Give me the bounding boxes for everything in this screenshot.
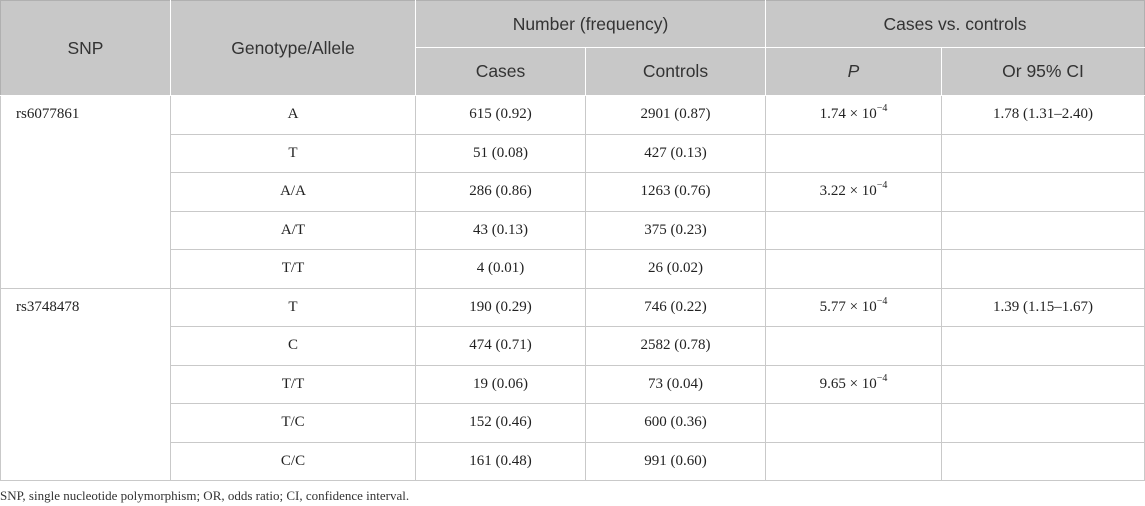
- controls-cell: 991 (0.60): [585, 441, 766, 481]
- p-value-cell: [765, 403, 942, 443]
- p-value-cell: [765, 210, 942, 250]
- genotype-cell: A: [170, 95, 416, 135]
- header-genotype-allele: Genotype/Allele: [170, 0, 416, 96]
- odds-ratio-cell: 1.78 (1.31–2.40): [941, 95, 1145, 135]
- cases-cell: 161 (0.48): [415, 441, 586, 481]
- table-row: A/T 43 (0.13) 375 (0.23): [1, 210, 1145, 250]
- controls-cell: 2901 (0.87): [585, 95, 766, 135]
- p-value-cell: 3.22 × 10−4: [765, 172, 942, 212]
- controls-cell: 2582 (0.78): [585, 326, 766, 366]
- genotype-cell: A/A: [170, 172, 416, 212]
- header-odds-ratio-ci: Or 95% CI: [941, 47, 1145, 96]
- header-snp: SNP: [0, 0, 171, 96]
- cases-cell: 19 (0.06): [415, 364, 586, 404]
- p-value-mantissa: 9.65 × 10: [819, 375, 877, 392]
- table-row: T/C 152 (0.46) 600 (0.36): [1, 403, 1145, 443]
- p-value-exponent: −4: [876, 372, 888, 384]
- cases-cell: 615 (0.92): [415, 95, 586, 135]
- p-value-mantissa: 1.74 × 10: [819, 106, 877, 123]
- header-p-label: P: [847, 61, 860, 81]
- p-value-cell: 1.74 × 10−4: [765, 95, 942, 135]
- genotype-cell: T: [170, 133, 416, 173]
- controls-cell: 375 (0.23): [585, 210, 766, 250]
- header-p-value: P: [765, 47, 942, 96]
- controls-cell: 26 (0.02): [585, 249, 766, 289]
- cases-cell: 190 (0.29): [415, 287, 586, 327]
- controls-cell: 73 (0.04): [585, 364, 766, 404]
- odds-ratio-cell: [941, 249, 1145, 289]
- genotype-cell: C/C: [170, 441, 416, 481]
- p-value-cell: [765, 441, 942, 481]
- header-number-frequency: Number (frequency): [415, 0, 766, 48]
- table-header: SNP Genotype/Allele Number (frequency) C…: [0, 0, 1145, 96]
- snp-association-table: SNP Genotype/Allele Number (frequency) C…: [0, 0, 1145, 481]
- p-value-exponent: −4: [876, 180, 888, 192]
- genotype-cell: A/T: [170, 210, 416, 250]
- snp-id-cell: rs6077861: [0, 95, 171, 289]
- p-value-cell: [765, 133, 942, 173]
- odds-ratio-cell: [941, 326, 1145, 366]
- cases-cell: 51 (0.08): [415, 133, 586, 173]
- p-value-mantissa: 3.22 × 10: [819, 183, 877, 200]
- table-row: A/A 286 (0.86) 1263 (0.76) 3.22 × 10−4: [1, 172, 1145, 212]
- genotype-cell: T/T: [170, 364, 416, 404]
- genotype-cell: T/T: [170, 249, 416, 289]
- controls-cell: 600 (0.36): [585, 403, 766, 443]
- odds-ratio-cell: [941, 403, 1145, 443]
- genotype-cell: C: [170, 326, 416, 366]
- cases-cell: 43 (0.13): [415, 210, 586, 250]
- table-row: T/T 19 (0.06) 73 (0.04) 9.65 × 10−4: [1, 364, 1145, 404]
- table-row: T 51 (0.08) 427 (0.13): [1, 133, 1145, 173]
- genotype-cell: T: [170, 287, 416, 327]
- table-body: rs6077861 A 615 (0.92) 2901 (0.87) 1.74 × 10…: [0, 95, 1145, 481]
- odds-ratio-cell: [941, 210, 1145, 250]
- odds-ratio-cell: [941, 172, 1145, 212]
- genotype-cell: T/C: [170, 403, 416, 443]
- table-row: T/T 4 (0.01) 26 (0.02): [1, 249, 1145, 289]
- controls-cell: 746 (0.22): [585, 287, 766, 327]
- p-value-cell: [765, 249, 942, 289]
- controls-cell: 1263 (0.76): [585, 172, 766, 212]
- cases-cell: 286 (0.86): [415, 172, 586, 212]
- table-row: C 474 (0.71) 2582 (0.78): [1, 326, 1145, 366]
- header-cases: Cases: [415, 47, 586, 96]
- odds-ratio-cell: [941, 364, 1145, 404]
- table-footnote: SNP, single nucleotide polymorphism; OR,…: [0, 488, 410, 503]
- p-value-cell: 5.77 × 10−4: [765, 287, 942, 327]
- p-value-mantissa: 5.77 × 10: [819, 298, 877, 315]
- odds-ratio-cell: 1.39 (1.15–1.67): [941, 287, 1145, 327]
- p-value-cell: [765, 326, 942, 366]
- header-controls: Controls: [585, 47, 766, 96]
- header-cases-vs-controls: Cases vs. controls: [765, 0, 1145, 48]
- snp-id-cell: rs3748478: [0, 287, 171, 481]
- table-row: rs3748478 T 190 (0.29) 746 (0.22) 5.77 × 10−…: [0, 287, 1145, 481]
- odds-ratio-cell: [941, 441, 1145, 481]
- table-row: C/C 161 (0.48) 991 (0.60): [1, 441, 1145, 481]
- cases-cell: 4 (0.01): [415, 249, 586, 289]
- odds-ratio-cell: [941, 133, 1145, 173]
- cases-cell: 474 (0.71): [415, 326, 586, 366]
- p-value-exponent: −4: [876, 295, 888, 307]
- p-value-cell: 9.65 × 10−4: [765, 364, 942, 404]
- p-value-exponent: −4: [876, 103, 888, 115]
- controls-cell: 427 (0.13): [585, 133, 766, 173]
- cases-cell: 152 (0.46): [415, 403, 586, 443]
- table-row: rs6077861 A 615 (0.92) 2901 (0.87) 1.74 × 10…: [0, 95, 1145, 289]
